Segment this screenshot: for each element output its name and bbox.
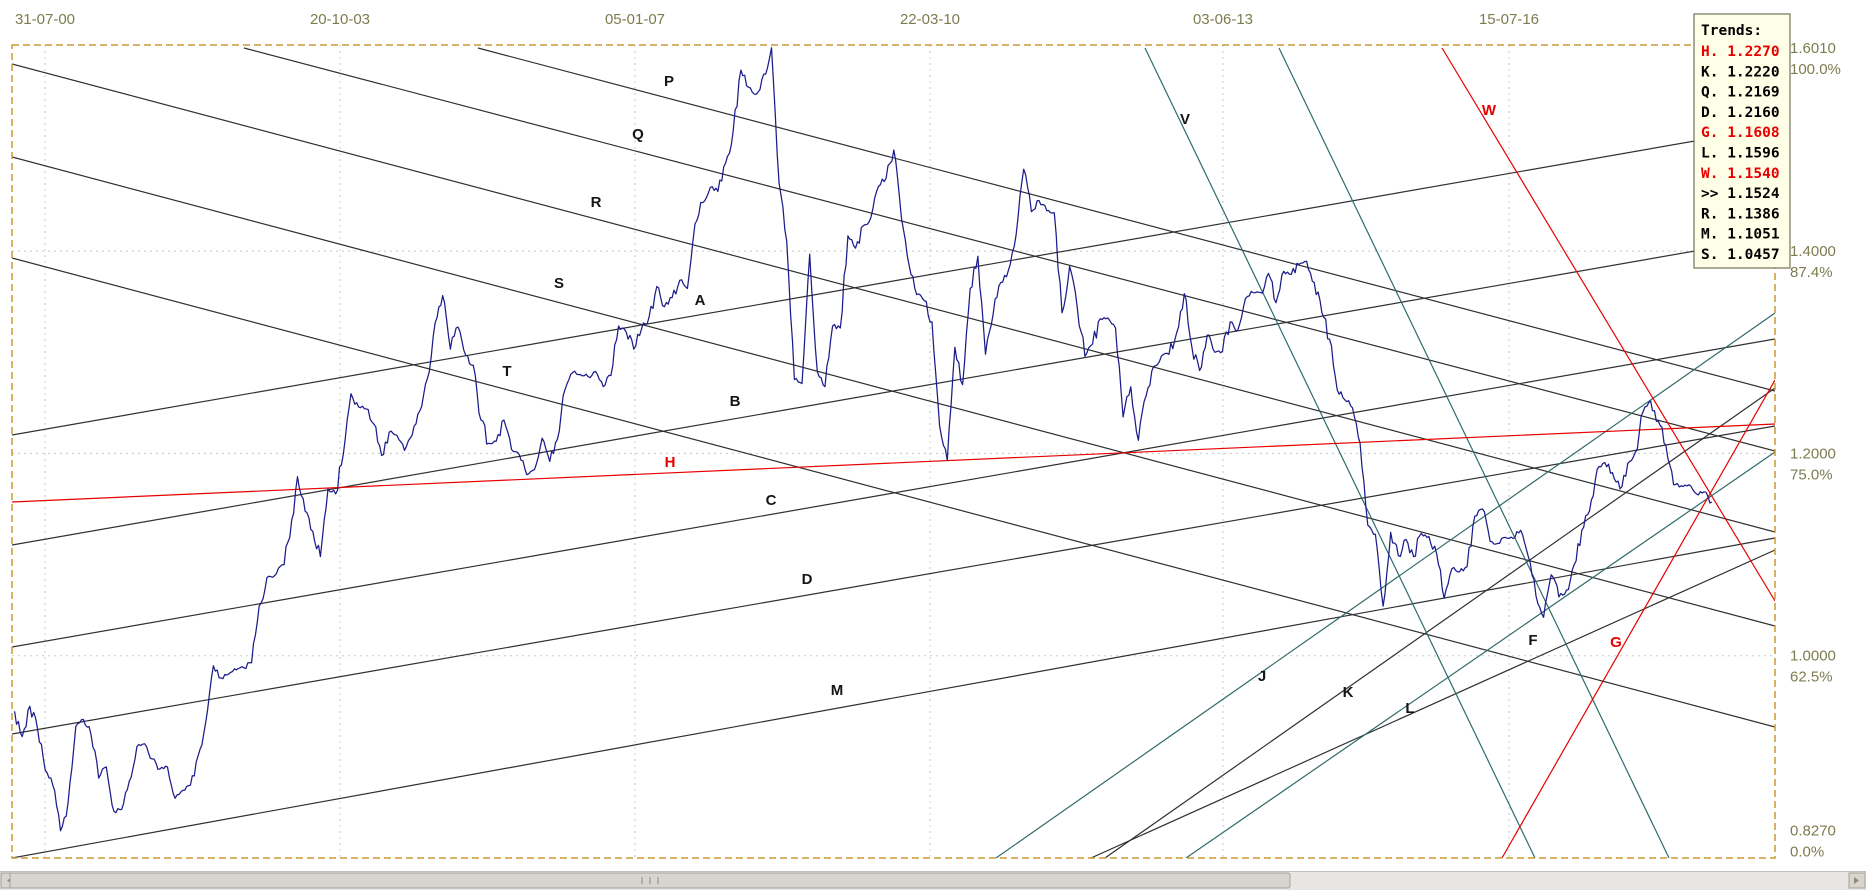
trend-label-P: P	[664, 73, 674, 90]
legend-entry-S: S. 1.0457	[1701, 247, 1780, 263]
trend-label-F: F	[1528, 632, 1537, 649]
legend-entry-R: R. 1.1386	[1701, 206, 1780, 222]
date-axis-label: 20-10-03	[310, 11, 370, 28]
legend-entry-: >> 1.1524	[1701, 186, 1780, 202]
price-axis-label: 1.2000	[1790, 445, 1836, 462]
trend-line-A	[12, 126, 1775, 436]
date-axis-label: 15-07-16	[1479, 11, 1539, 28]
trend-label-R: R	[591, 194, 602, 211]
trend-line-labels: P Q R S T A B C D M H V J K L F G W	[502, 73, 1621, 717]
trend-label-M: M	[831, 682, 844, 699]
legend-entry-D: D. 1.2160	[1701, 105, 1780, 121]
price-series	[13, 47, 1713, 832]
trend-line-P	[477, 47, 1775, 392]
trend-label-B: B	[730, 393, 741, 410]
trend-label-S: S	[554, 275, 564, 292]
trend-line-W	[1441, 47, 1775, 602]
percent-axis-label: 75.0%	[1790, 466, 1833, 483]
trend-line-M	[12, 537, 1775, 858]
trend-line-V2	[1278, 47, 1670, 858]
trend-label-A: A	[695, 292, 706, 309]
legend-entry-H: H. 1.2270	[1701, 44, 1780, 60]
axis-labels: 31-07-00 20-10-03 05-01-07 22-03-10 03-06-13…	[15, 11, 1841, 861]
percent-axis-label: 0.0%	[1790, 844, 1824, 861]
date-axis-label: 31-07-00	[15, 11, 75, 28]
date-axis-label: 03-06-13	[1193, 11, 1253, 28]
trend-line-K	[1104, 387, 1775, 858]
trend-label-G: G	[1610, 634, 1622, 651]
plot-area[interactable]	[12, 45, 1775, 858]
plot-border	[11, 44, 1776, 859]
price-axis-label: 1.4000	[1790, 243, 1836, 260]
date-axis-label: 22-03-10	[900, 11, 960, 28]
trend-label-D: D	[802, 571, 813, 588]
trend-label-V: V	[1180, 111, 1190, 128]
trend-label-W: W	[1482, 102, 1497, 119]
legend-entry-G: G. 1.1608	[1701, 125, 1780, 141]
legend-box	[1693, 13, 1791, 269]
trend-line-D	[12, 425, 1775, 735]
trend-lines	[12, 47, 1775, 858]
date-axis-label: 05-01-07	[605, 11, 665, 28]
trend-label-L: L	[1405, 700, 1414, 717]
trend-line-H	[12, 423, 1775, 503]
legend-entry-L: L. 1.1596	[1701, 146, 1780, 162]
trend-line-F	[1090, 549, 1775, 858]
trend-line-L	[1185, 451, 1775, 858]
percent-axis-label: 100.0%	[1790, 61, 1841, 78]
trends-legend: Trends: H. 1.2270 K. 1.2220 Q. 1.2169 D. 1.2…	[1693, 13, 1791, 269]
trend-line-B	[12, 236, 1775, 546]
horizontal-scrollbar	[0, 871, 1866, 890]
trend-label-C: C	[766, 492, 777, 509]
legend-title: Trends:	[1701, 23, 1762, 39]
trend-label-K: K	[1343, 684, 1354, 701]
percent-axis-label: 62.5%	[1790, 669, 1833, 686]
legend-entry-W: W. 1.1540	[1701, 166, 1780, 182]
price-series-path	[13, 47, 1713, 832]
percent-axis-label: 87.4%	[1790, 264, 1833, 281]
scrollbar-right-arrow-icon	[1854, 877, 1859, 884]
trend-line-R	[12, 63, 1775, 533]
price-axis-label: 0.8270	[1790, 823, 1836, 840]
legend-entry-K: K. 1.2220	[1701, 64, 1780, 80]
trend-line-V	[1144, 47, 1536, 858]
trend-line-G	[1501, 379, 1775, 858]
price-axis-label: 1.0000	[1790, 648, 1836, 665]
trend-label-H: H	[665, 454, 676, 471]
trend-label-T: T	[502, 363, 511, 380]
legend-entry-M: M. 1.1051	[1701, 227, 1780, 243]
price-axis-label: 1.6010	[1790, 40, 1836, 57]
trend-label-J: J	[1258, 668, 1266, 685]
legend-entry-Q: Q. 1.2169	[1701, 85, 1780, 101]
trend-label-Q: Q	[632, 126, 644, 143]
trend-line-C	[12, 338, 1775, 648]
